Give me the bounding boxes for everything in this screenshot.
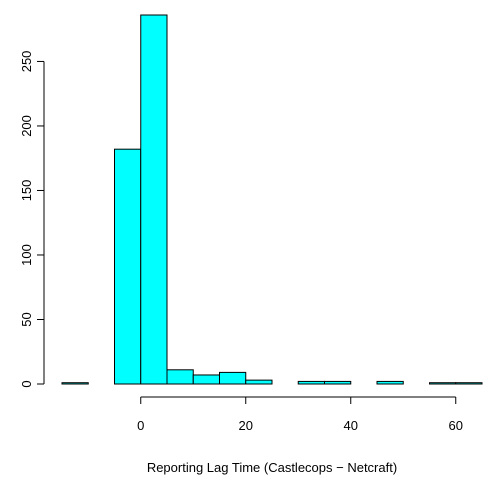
bar: [324, 380, 352, 385]
x-tick-label: 60: [449, 418, 463, 433]
x-tick-label: 40: [344, 418, 358, 433]
bar: [192, 374, 220, 385]
bar: [429, 382, 457, 385]
x-tick-label: 20: [239, 418, 253, 433]
y-tick-label: 0: [19, 380, 34, 387]
bar: [166, 369, 194, 385]
x-axis-label: Reporting Lag Time (Castlecops − Netcraf…: [147, 460, 397, 475]
y-tick-label: 150: [19, 180, 34, 202]
x-tick-label: 0: [137, 418, 144, 433]
y-tick-label: 50: [19, 312, 34, 326]
bar: [140, 14, 168, 385]
bar: [297, 380, 325, 385]
y-tick-label: 200: [19, 115, 34, 137]
bar: [376, 380, 404, 385]
y-tick-label: 250: [19, 51, 34, 73]
y-tick-label: 100: [19, 244, 34, 266]
bar: [219, 371, 247, 385]
bar: [455, 382, 483, 385]
bar: [114, 148, 142, 385]
bar: [61, 382, 89, 385]
bar: [245, 379, 273, 385]
